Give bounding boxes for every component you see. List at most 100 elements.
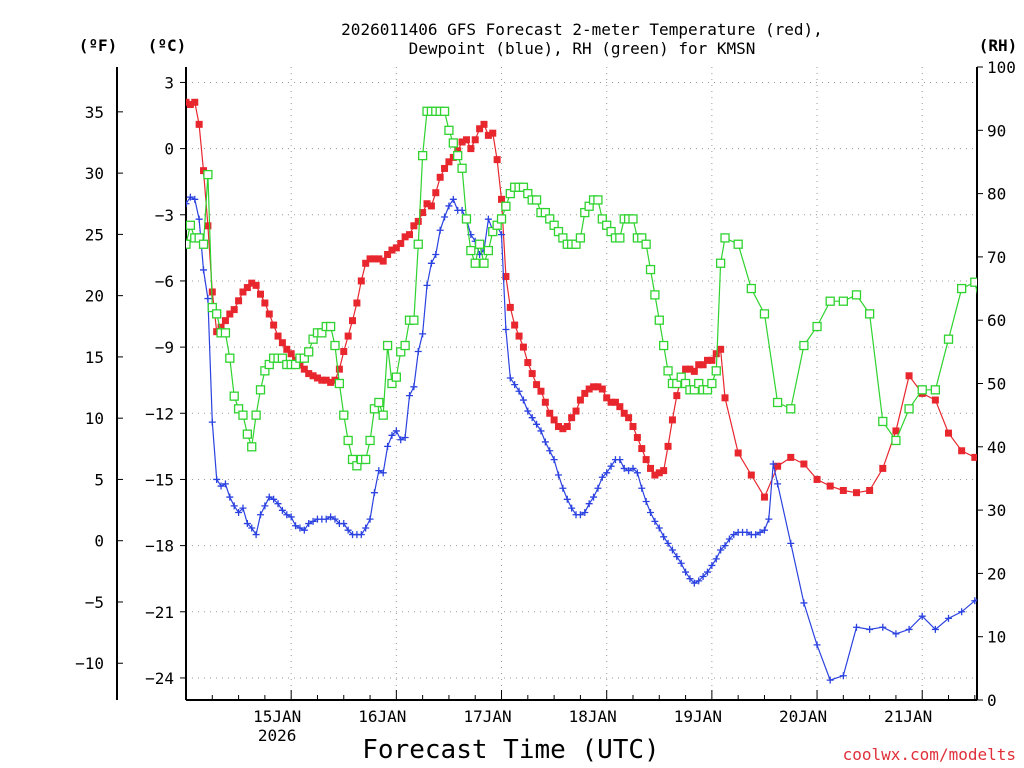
temperature-point: [668, 416, 676, 424]
temperature-point: [984, 463, 991, 470]
gridlines: [186, 67, 977, 700]
dewpoint-point: [765, 515, 773, 523]
rh-point: [474, 239, 485, 249]
dewpoint-point: [541, 438, 549, 446]
dewpoint-point: [235, 509, 243, 517]
rh-point: [339, 410, 349, 420]
dewpoint-point: [703, 568, 711, 576]
dewpoint-point: [585, 500, 593, 508]
dewpoint-point: [625, 467, 633, 475]
dewpoint-point: [309, 517, 317, 525]
temperature-point: [554, 423, 562, 431]
temperature-point: [524, 359, 532, 367]
dewpoint-point: [248, 524, 256, 532]
dewpoint-point: [344, 526, 352, 534]
rh-point: [417, 150, 428, 161]
temperature-point: [493, 156, 501, 164]
dewpoint-point: [826, 676, 834, 684]
temperature-point: [642, 456, 650, 464]
dewpoint-point: [405, 392, 413, 400]
rh-point: [759, 309, 770, 319]
dewpoint-point: [682, 568, 690, 576]
temperature-point: [261, 299, 269, 307]
dewpoint-point: [379, 469, 387, 477]
dewpoint-point: [221, 480, 229, 488]
dewpoint-point: [519, 396, 527, 404]
temperature-point: [476, 125, 484, 133]
rh-point: [391, 372, 401, 382]
dewpoint-point: [186, 200, 190, 208]
temperature-point: [441, 164, 449, 172]
temperature-point: [537, 387, 545, 395]
dewpoint-point: [546, 447, 554, 455]
dewpoint-point: [655, 524, 663, 532]
rh-point: [325, 321, 336, 332]
dewpoint-point: [270, 495, 278, 503]
dewpoint-point: [327, 513, 335, 521]
rh-point: [812, 321, 822, 332]
celsius-tick-label: 3: [164, 73, 174, 92]
temperature-point: [230, 306, 238, 314]
rh-point: [772, 397, 783, 408]
dewpoint-point: [760, 526, 768, 534]
rh-point: [461, 214, 472, 224]
dewpoint-point: [436, 226, 444, 234]
dewpoint-point: [708, 561, 716, 569]
temperature-point: [287, 350, 295, 358]
celsius-tick-label: −24: [145, 669, 174, 688]
fahrenheit-tick-label: 35: [85, 103, 104, 122]
rh-point: [904, 404, 914, 414]
rh-point: [825, 296, 835, 306]
temperature-point: [256, 290, 264, 298]
rh-point: [615, 233, 625, 243]
dewpoint-point: [563, 495, 571, 503]
temperature-point: [204, 222, 212, 230]
temperature-point: [712, 350, 720, 358]
dewpoint-point: [769, 460, 777, 468]
rh-point: [186, 220, 196, 230]
temperature-point: [774, 462, 782, 470]
dewpoint-point: [717, 546, 725, 554]
dewpoint-point: [230, 502, 238, 510]
fahrenheit-tick-label: 5: [94, 470, 104, 489]
dewpoint-point: [502, 325, 510, 333]
x-axis-title: Forecast Time (UTC): [362, 735, 659, 765]
dewpoint-point: [660, 533, 668, 541]
rh-point: [483, 245, 494, 256]
x-tick-label: 21JAN: [884, 707, 932, 726]
dewpoint-point: [397, 436, 405, 444]
temperature-point: [686, 365, 694, 373]
dewpoint-point: [445, 202, 453, 210]
rh-point: [943, 334, 954, 344]
temperature-point: [717, 345, 725, 353]
temperature-point: [664, 442, 672, 450]
x-tick-label: 20JAN: [779, 707, 827, 726]
dewpoint-point: [195, 215, 203, 223]
rh-point: [838, 296, 848, 306]
rh-tick-label: 80: [987, 185, 1006, 204]
rh-point: [448, 138, 458, 148]
temperature-point: [826, 482, 834, 490]
temperature-point: [519, 343, 527, 351]
rh-point: [501, 201, 511, 211]
dewpoint-point: [664, 539, 672, 547]
celsius-tick-label: −9: [155, 338, 174, 357]
rh-point: [466, 245, 476, 256]
dewpoint-point: [629, 464, 637, 472]
rh-point: [238, 410, 248, 420]
temperature-point: [423, 200, 431, 208]
temperature-point: [699, 361, 707, 369]
dewpoint-point: [633, 469, 641, 477]
temperature-point: [484, 131, 492, 139]
temperature-point: [682, 365, 690, 373]
dewpoint-point: [506, 374, 514, 382]
temperature-point: [550, 416, 558, 424]
x-tick-label: 18JAN: [569, 707, 617, 726]
temperature-point: [958, 447, 966, 455]
temperature-point: [572, 407, 580, 415]
dewpoint-point: [686, 575, 694, 583]
dewpoint-point: [283, 511, 291, 519]
rh-tick-label: 60: [987, 311, 1006, 330]
temperature-point: [787, 453, 795, 461]
